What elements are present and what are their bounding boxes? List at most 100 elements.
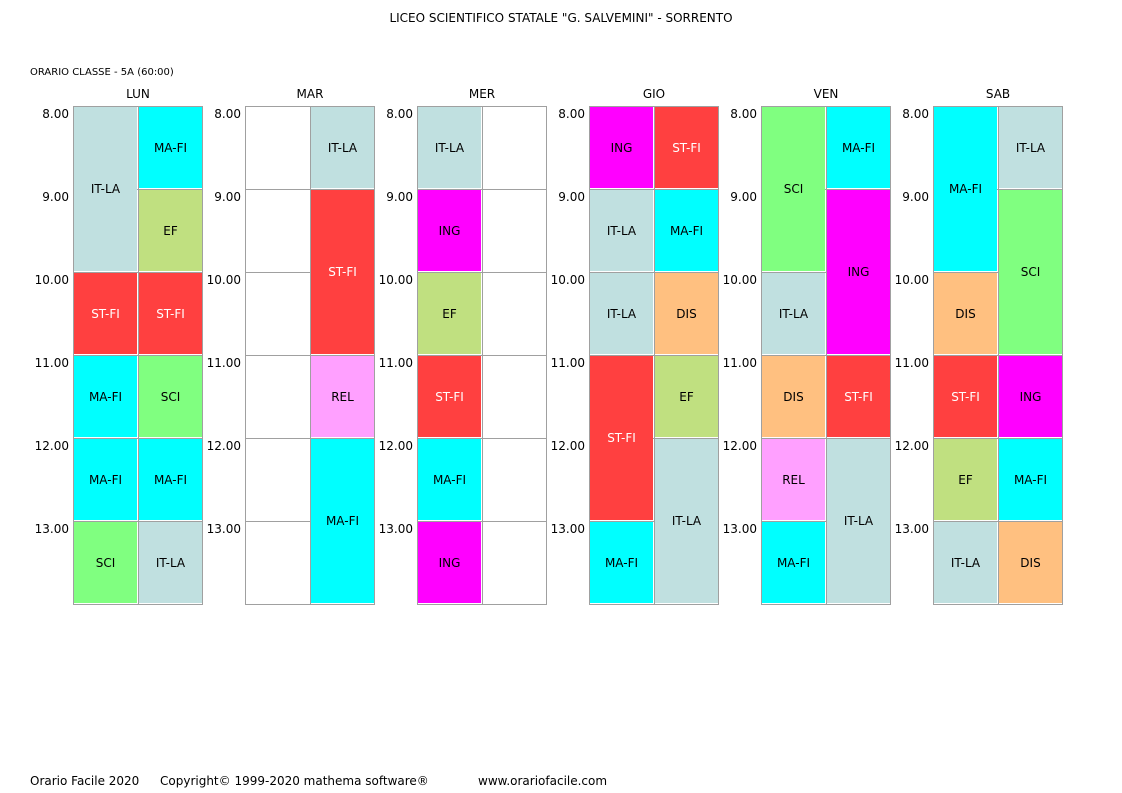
day-column-lun: IT-LA ST-FI MA-FI MA-FI SCI MA-FI EF ST-FI SCI MA… <box>73 106 203 605</box>
time-label: 11.00 <box>894 356 929 370</box>
lesson-cell[interactable]: IT-LA <box>827 439 890 603</box>
time-label: 13.00 <box>550 522 585 536</box>
time-label: 12.00 <box>550 439 585 453</box>
time-label: 9.00 <box>214 190 241 204</box>
time-label: 10.00 <box>722 273 757 287</box>
day-column-ven: SCI IT-LA DIS REL MA-FI MA-FI ING ST-FI IT-LA <box>761 106 891 605</box>
lesson-cell[interactable]: IT-LA <box>311 107 374 188</box>
time-label: 8.00 <box>386 107 413 121</box>
time-label: 8.00 <box>214 107 241 121</box>
time-label: 8.00 <box>42 107 69 121</box>
lesson-cell[interactable]: IT-LA <box>74 107 137 271</box>
time-label: 12.00 <box>206 439 241 453</box>
column-divider <box>482 107 483 604</box>
time-label: 13.00 <box>206 522 241 536</box>
lesson-cell[interactable]: IT-LA <box>590 190 653 271</box>
lesson-cell[interactable]: SCI <box>762 107 825 271</box>
time-label: 8.00 <box>902 107 929 121</box>
day-header-ven: VEN <box>813 87 839 101</box>
day-header-sab: SAB <box>985 87 1011 101</box>
time-label: 13.00 <box>378 522 413 536</box>
lesson-cell[interactable]: ING <box>999 356 1062 437</box>
lesson-cell[interactable]: ST-FI <box>655 107 718 188</box>
day-column-gio: ING IT-LA IT-LA ST-FI MA-FI ST-FI MA-FI DIS EF IT… <box>589 106 719 605</box>
lesson-cell[interactable]: MA-FI <box>934 107 997 271</box>
time-label: 11.00 <box>378 356 413 370</box>
lesson-cell[interactable]: EF <box>139 190 202 271</box>
lesson-cell[interactable]: DIS <box>655 273 718 354</box>
lesson-cell[interactable]: ST-FI <box>74 273 137 354</box>
day-header-gio: GIO <box>642 87 666 101</box>
lesson-cell[interactable]: ST-FI <box>590 356 653 520</box>
lesson-cell[interactable]: ST-FI <box>934 356 997 437</box>
time-label: 10.00 <box>378 273 413 287</box>
day-header-lun: LUN <box>126 87 150 101</box>
time-label: 9.00 <box>730 190 757 204</box>
day-column-sab: MA-FI DIS ST-FI EF IT-LA IT-LA SCI ING MA-FI DIS <box>933 106 1063 605</box>
time-label: 9.00 <box>42 190 69 204</box>
lesson-cell[interactable]: SCI <box>999 190 1062 354</box>
lesson-cell[interactable]: ING <box>590 107 653 188</box>
lesson-cell[interactable]: EF <box>655 356 718 437</box>
time-label: 11.00 <box>34 356 69 370</box>
lesson-cell[interactable]: MA-FI <box>590 522 653 603</box>
lesson-cell[interactable]: IT-LA <box>999 107 1062 188</box>
time-label: 13.00 <box>34 522 69 536</box>
time-label: 11.00 <box>722 356 757 370</box>
lesson-cell[interactable]: MA-FI <box>999 439 1062 520</box>
lesson-cell[interactable]: ING <box>418 190 481 271</box>
time-label: 12.00 <box>378 439 413 453</box>
lesson-cell[interactable]: ST-FI <box>139 273 202 354</box>
time-label: 10.00 <box>894 273 929 287</box>
time-label: 13.00 <box>894 522 929 536</box>
lesson-cell[interactable]: IT-LA <box>139 522 202 603</box>
lesson-cell[interactable]: MA-FI <box>418 439 481 520</box>
lesson-cell[interactable]: MA-FI <box>655 190 718 271</box>
lesson-cell[interactable]: DIS <box>762 356 825 437</box>
time-label: 13.00 <box>722 522 757 536</box>
column-divider <box>138 107 139 604</box>
lesson-cell[interactable]: EF <box>934 439 997 520</box>
day-column-mar: IT-LA ST-FI REL MA-FI <box>245 106 375 605</box>
time-label: 12.00 <box>722 439 757 453</box>
lesson-cell[interactable]: IT-LA <box>655 439 718 603</box>
column-divider <box>310 107 311 604</box>
day-header-mer: MER <box>468 87 496 101</box>
lesson-cell[interactable]: REL <box>311 356 374 437</box>
time-label: 11.00 <box>206 356 241 370</box>
time-label: 8.00 <box>558 107 585 121</box>
lesson-cell[interactable]: MA-FI <box>74 439 137 520</box>
time-label: 8.00 <box>730 107 757 121</box>
lesson-cell[interactable]: ST-FI <box>827 356 890 437</box>
lesson-cell[interactable]: ING <box>827 190 890 354</box>
day-column-mer: IT-LA ING EF ST-FI MA-FI ING <box>417 106 547 605</box>
lesson-cell[interactable]: EF <box>418 273 481 354</box>
footer-website[interactable]: www.orariofacile.com <box>478 774 608 788</box>
lesson-cell[interactable]: DIS <box>934 273 997 354</box>
lesson-cell[interactable]: ST-FI <box>418 356 481 437</box>
lesson-cell[interactable]: IT-LA <box>590 273 653 354</box>
time-label: 10.00 <box>206 273 241 287</box>
lesson-cell[interactable]: MA-FI <box>311 439 374 603</box>
lesson-cell[interactable]: IT-LA <box>934 522 997 603</box>
footer-product: Orario Facile 2020 <box>30 774 140 788</box>
lesson-cell[interactable]: MA-FI <box>139 107 202 188</box>
time-label: 9.00 <box>902 190 929 204</box>
time-label: 11.00 <box>550 356 585 370</box>
lesson-cell[interactable]: MA-FI <box>762 522 825 603</box>
lesson-cell[interactable]: MA-FI <box>139 439 202 520</box>
column-divider <box>998 107 999 604</box>
column-divider <box>654 107 655 604</box>
lesson-cell[interactable]: MA-FI <box>74 356 137 437</box>
lesson-cell[interactable]: ING <box>418 522 481 603</box>
time-label: 9.00 <box>558 190 585 204</box>
lesson-cell[interactable]: REL <box>762 439 825 520</box>
lesson-cell[interactable]: IT-LA <box>762 273 825 354</box>
day-header-mar: MAR <box>296 87 324 101</box>
lesson-cell[interactable]: SCI <box>74 522 137 603</box>
lesson-cell[interactable]: IT-LA <box>418 107 481 188</box>
lesson-cell[interactable]: ST-FI <box>311 190 374 354</box>
lesson-cell[interactable]: SCI <box>139 356 202 437</box>
lesson-cell[interactable]: MA-FI <box>827 107 890 188</box>
lesson-cell[interactable]: DIS <box>999 522 1062 603</box>
